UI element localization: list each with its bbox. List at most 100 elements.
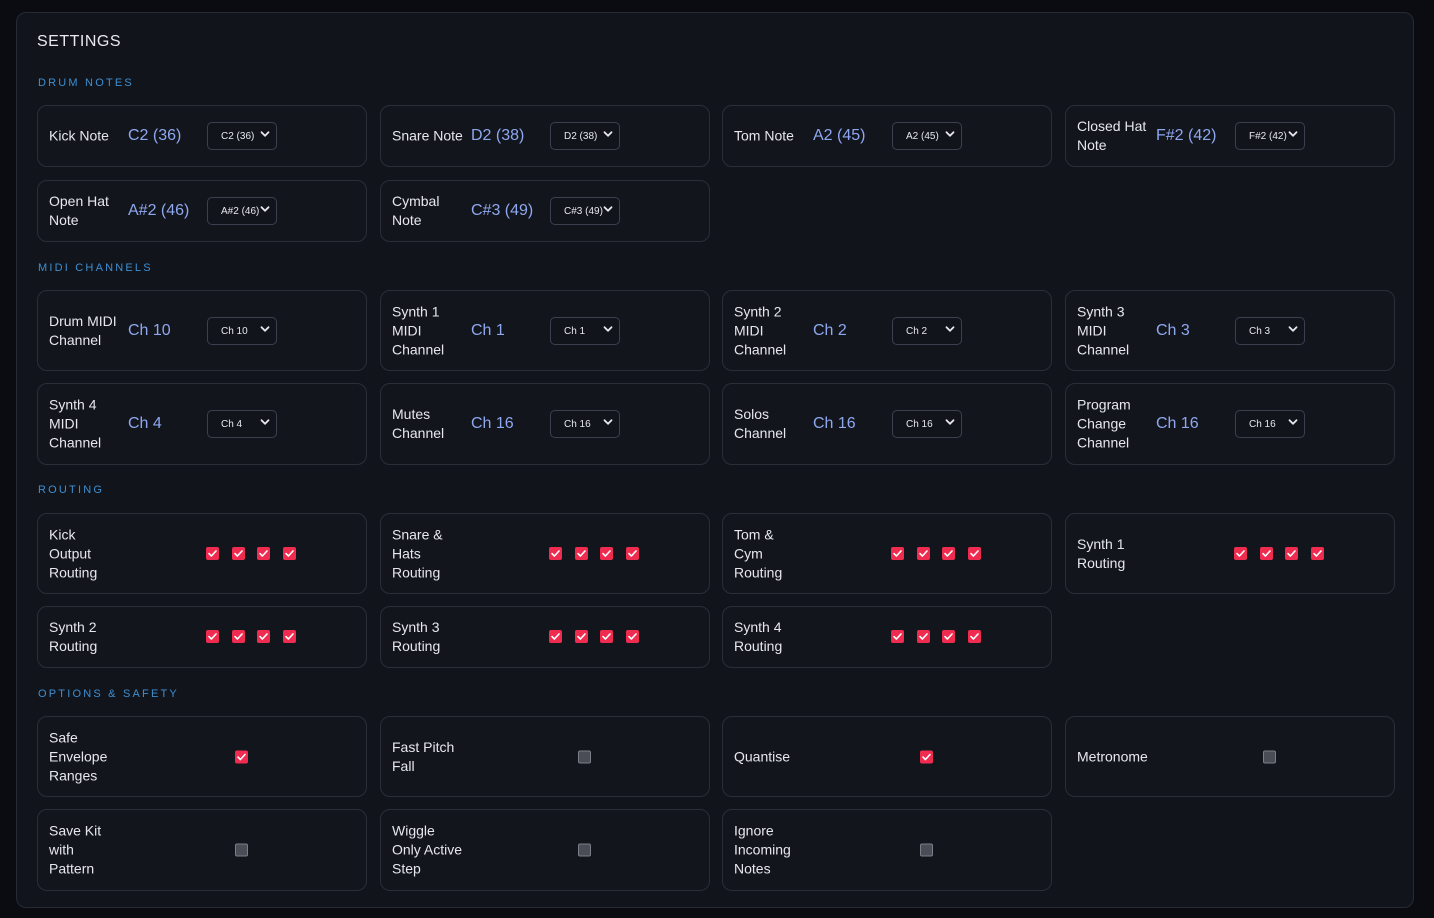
routing-output-checkbox[interactable] [942,630,955,643]
card-synth-4-routing: Synth 4 Routing [722,606,1052,668]
card-synth-1-midi-channel: Synth 1 MIDI Channel Ch 1 Ch 1 [380,290,710,371]
routing-output-checkbox[interactable] [231,546,245,560]
card-wiggle-only-active-step-checkbox[interactable] [578,843,591,857]
routing-output-checkbox[interactable] [1285,546,1298,560]
chevron-down-icon [603,419,613,425]
card-synth-2-midi-channel-select[interactable]: Ch 2 [892,316,962,345]
checkmark-icon [237,753,246,760]
card-synth-1-midi-channel-value: Ch 1 [471,321,505,339]
routing-output-checkbox[interactable] [574,546,588,560]
card-quantise-checkbox[interactable] [920,750,933,763]
routing-output-checkbox[interactable] [600,630,613,643]
chevron-down-icon [1288,131,1298,137]
routing-output-checkbox[interactable] [625,630,639,643]
routing-output-checkbox[interactable] [625,546,639,560]
card-tom-cym-routing-label: Tom & Cym Routing [734,526,783,580]
card-synth-2-midi-channel-label: Synth 2 MIDI Channel [734,303,787,357]
select-value: Ch 2 [906,325,928,337]
routing-output-checkbox[interactable] [967,546,981,560]
checkmark-icon [284,549,294,557]
routing-output-checkbox[interactable] [967,630,981,643]
card-mutes-channel-select[interactable]: Ch 16 [550,410,620,438]
card-cymbal-note-label: Cymbal Note [392,193,440,228]
card-program-change-channel-label: Program Change Channel [1077,396,1131,451]
select-value: Ch 3 [1249,325,1271,337]
card-program-change-channel-select[interactable]: Ch 16 [1235,410,1305,438]
chevron-down-icon [1288,419,1298,425]
card-synth-4-midi-channel-label: Synth 4 MIDI Channel [49,396,102,451]
card-cymbal-note-select[interactable]: C#3 (49) [550,197,620,225]
card-kick-output-routing-label: Kick Output Routing [49,526,98,580]
section-title-options: OPTIONS & SAFETY [38,688,179,700]
card-cymbal-note-value: C#3 (49) [471,202,534,219]
card-kick-note-select[interactable]: C2 (36) [207,122,277,150]
card-synth-2-routing-outputs [206,630,316,644]
card-kick-note-value: C2 (36) [128,127,182,144]
card-save-kit-with-pattern-checkbox[interactable] [235,843,248,857]
checkmark-icon [259,633,268,640]
chevron-down-icon [945,325,955,332]
card-safe-envelope-ranges-label: Safe Envelope Ranges [49,729,108,783]
routing-output-checkbox[interactable] [206,546,219,560]
card-open-hat-note-select[interactable]: A#2 (46) [207,197,277,225]
card-fast-pitch-fall-label: Fast Pitch Fall [392,738,455,774]
routing-output-checkbox[interactable] [282,546,296,560]
checkmark-icon [893,633,902,640]
checkmark-icon [259,549,268,557]
routing-output-checkbox[interactable] [891,546,904,560]
card-synth-3-midi-channel: Synth 3 MIDI Channel Ch 3 Ch 3 [1065,290,1395,371]
routing-output-checkbox[interactable] [206,630,219,643]
page-title: SETTINGS [37,33,122,50]
routing-output-checkbox[interactable] [257,546,270,560]
card-ignore-incoming-notes-checkbox[interactable] [920,843,933,857]
checkmark-icon [551,633,560,640]
card-tom-note: Tom Note A2 (45) A2 (45) [722,105,1052,167]
card-fast-pitch-fall: Fast Pitch Fall [380,716,710,797]
card-kick-note-label: Kick Note [49,127,109,144]
routing-output-checkbox[interactable] [916,630,930,643]
card-synth-4-routing-outputs [891,630,1001,644]
card-mutes-channel: Mutes Channel Ch 16 Ch 16 [380,383,710,465]
card-safe-envelope-ranges-checkbox[interactable] [235,750,248,763]
card-synth-2-midi-channel-value: Ch 2 [813,321,847,339]
card-synth-4-midi-channel: Synth 4 MIDI Channel Ch 4 Ch 4 [37,383,367,465]
routing-output-checkbox[interactable] [1234,546,1247,560]
card-fast-pitch-fall-checkbox[interactable] [578,750,591,763]
checkmark-icon [602,549,611,557]
routing-output-checkbox[interactable] [1259,546,1273,560]
routing-output-checkbox[interactable] [916,546,930,560]
card-snare-note-select[interactable]: D2 (38) [550,122,620,150]
card-solos-channel-value: Ch 16 [813,415,856,432]
card-ignore-incoming-notes-label: Ignore Incoming Notes [734,822,791,877]
card-tom-note-select[interactable]: A2 (45) [892,122,962,150]
select-value: C#3 (49) [564,206,603,217]
card-synth-3-midi-channel-label: Synth 3 MIDI Channel [1077,303,1130,357]
card-synth-3-midi-channel-value: Ch 3 [1156,321,1190,339]
routing-output-checkbox[interactable] [891,630,904,643]
routing-output-checkbox[interactable] [942,546,955,560]
checkmark-icon [208,549,217,557]
card-closed-hat-note-select[interactable]: F#2 (42) [1235,122,1305,150]
routing-output-checkbox[interactable] [282,630,296,643]
card-wiggle-only-active-step: Wiggle Only Active Step [380,809,710,891]
routing-output-checkbox[interactable] [231,630,245,643]
card-synth-3-midi-channel-select[interactable]: Ch 3 [1235,316,1305,345]
routing-output-checkbox[interactable] [574,630,588,643]
card-kick-output-routing: Kick Output Routing [37,513,367,594]
card-synth-1-midi-channel-select[interactable]: Ch 1 [550,316,620,345]
card-safe-envelope-ranges: Safe Envelope Ranges [37,716,367,797]
card-drum-midi-channel-select[interactable]: Ch 10 [207,316,277,345]
chevron-down-icon [603,131,613,137]
routing-output-checkbox[interactable] [549,546,562,560]
chevron-down-icon [260,131,270,137]
routing-output-checkbox[interactable] [1310,546,1324,560]
routing-output-checkbox[interactable] [600,546,613,560]
card-metronome-checkbox[interactable] [1263,750,1276,763]
card-program-change-channel-value: Ch 16 [1156,415,1199,432]
routing-output-checkbox[interactable] [549,630,562,643]
routing-output-checkbox[interactable] [257,630,270,643]
card-open-hat-note-value: A#2 (46) [128,202,190,219]
card-synth-4-midi-channel-select[interactable]: Ch 4 [207,410,277,438]
checkmark-icon [1236,549,1245,557]
card-solos-channel-select[interactable]: Ch 16 [892,410,962,438]
